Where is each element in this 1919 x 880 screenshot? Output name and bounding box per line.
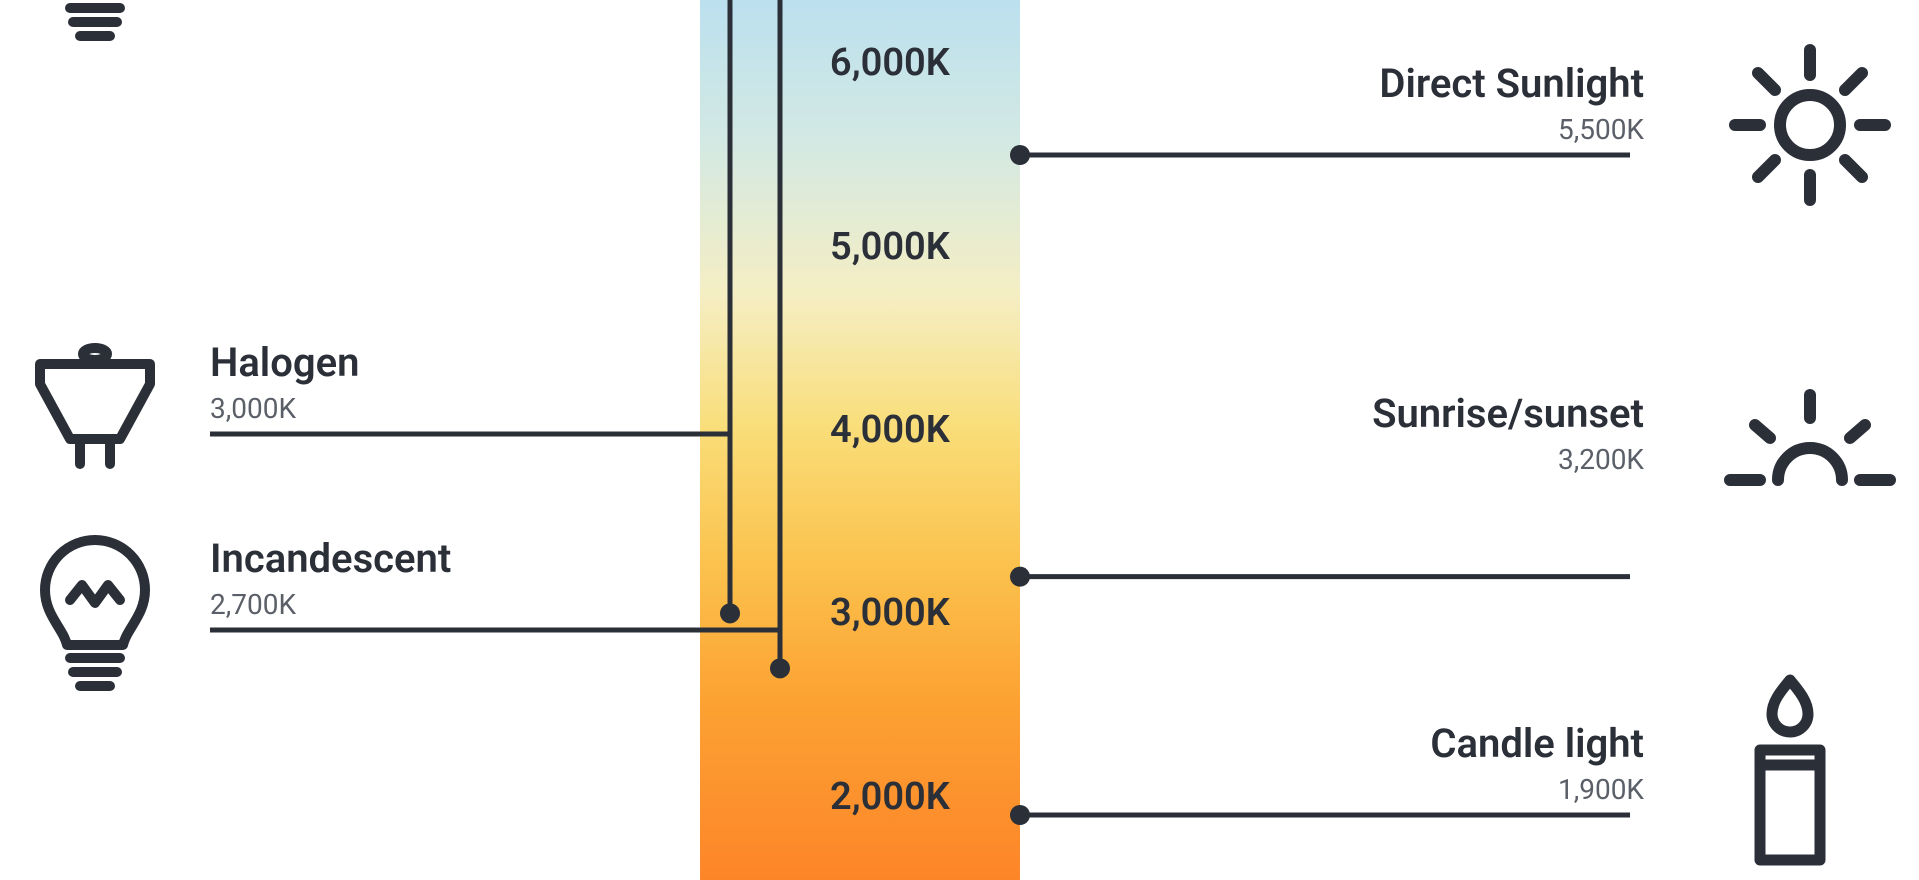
bulb-icon xyxy=(15,0,175,54)
source-sunrise-sunset: Sunrise/sunset 3,200K xyxy=(1372,390,1644,476)
source-incandescent: Incandescent 2,700K xyxy=(210,535,451,621)
source-kelvin: 1,900K xyxy=(1558,773,1644,806)
source-kelvin: 5,500K xyxy=(1558,113,1644,146)
scale-label: 3,000K xyxy=(830,591,950,635)
source-candle-light: Candle light 1,900K xyxy=(1430,720,1644,806)
scale-label: 4,000K xyxy=(830,408,950,452)
source-halogen: Halogen 3,000K xyxy=(210,339,359,425)
scale-label: 5,000K xyxy=(830,225,950,269)
source-kelvin: 3,000K xyxy=(210,392,296,425)
sun-icon xyxy=(1720,35,1900,219)
source-title: Sunrise/sunset xyxy=(1372,390,1644,437)
source-title: Incandescent xyxy=(210,535,451,582)
halogen-icon xyxy=(15,339,175,483)
source-kelvin: 2,700K xyxy=(210,588,296,621)
diagram-container: 6,000K 5,000K 4,000K 3,000K 2,000K Halog… xyxy=(0,0,1919,873)
sunrise-icon xyxy=(1720,380,1900,514)
source-direct-sunlight: Direct Sunlight 5,500K xyxy=(1379,60,1644,146)
incandescent-icon xyxy=(15,530,175,704)
source-title: Halogen xyxy=(210,339,359,386)
scale-label: 6,000K xyxy=(830,41,950,85)
source-title: Candle light xyxy=(1430,720,1644,767)
source-kelvin: 3,200K xyxy=(1558,443,1644,476)
candle-icon xyxy=(1720,670,1860,874)
scale-label: 2,000K xyxy=(830,775,950,819)
source-title: Direct Sunlight xyxy=(1379,60,1644,107)
